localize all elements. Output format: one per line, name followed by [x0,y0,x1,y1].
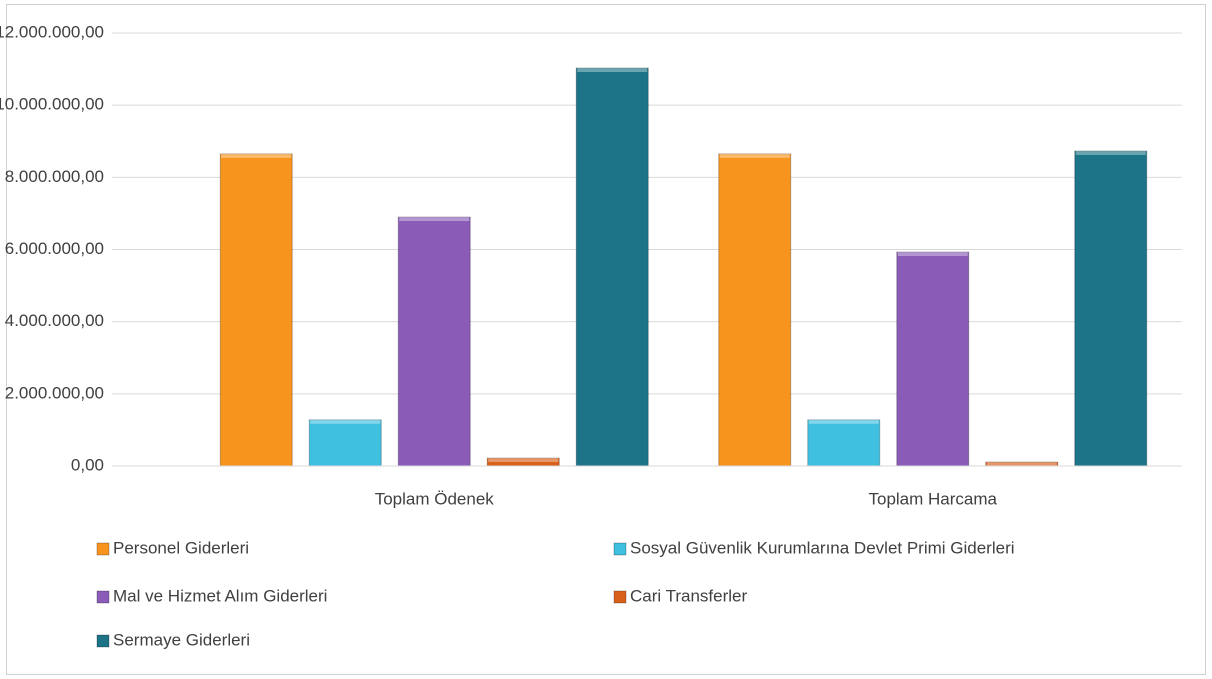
legend-swatch [96,590,110,604]
legend-swatch [613,542,627,556]
bar [397,216,471,467]
legend-label: Mal ve Hizmet Alım Giderleri [113,586,327,605]
y-tick-label: 4.000.000,00 [5,311,104,330]
y-tick-label: 8.000.000,00 [5,167,104,186]
bar [308,419,382,467]
bar [1074,150,1148,467]
x-tick-label: Toplam Ödenek [375,489,495,508]
bar [575,67,649,467]
y-tick-label: 10.000.000,00 [0,95,104,114]
bar-top [808,419,879,424]
bar [718,153,792,467]
legend-swatch [96,542,110,556]
bar [219,153,293,467]
bar-top [719,153,790,158]
y-tick-label: 6.000.000,00 [5,239,104,258]
bar-top [897,252,968,257]
x-tick-label: Toplam Harcama [869,489,998,508]
bar-top [577,68,648,73]
bar-top [488,458,559,463]
y-tick-label: 2.000.000,00 [5,383,104,402]
legend-label: Cari Transferler [630,586,747,605]
legend-swatch [96,634,110,648]
bar-top [399,217,470,222]
legend-swatch [613,590,627,604]
bar-top [221,153,292,158]
bar [807,419,881,467]
legend-label: Sermaye Giderleri [113,630,250,649]
legend-label: Sosyal Güvenlik Kurumlarına Devlet Primi… [630,538,1015,557]
legend-label: Personel Giderleri [113,538,249,557]
bar [896,251,970,467]
bar-top [986,462,1057,466]
bar-top [310,419,381,424]
y-tick-label: 0,00 [71,455,104,474]
bar-top [1075,150,1146,155]
y-tick-label: 12.000.000,00 [0,22,104,41]
